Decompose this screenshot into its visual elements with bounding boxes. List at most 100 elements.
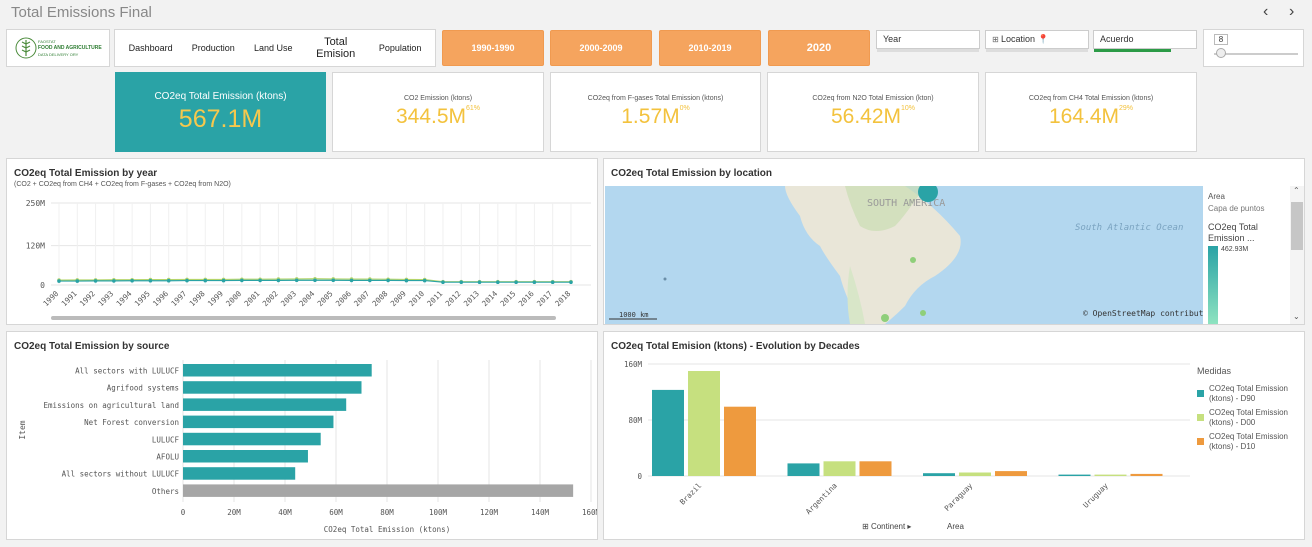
- data-point: [349, 278, 354, 283]
- x-tick-label: 2015: [498, 289, 517, 308]
- x-tick-label: 2003: [279, 289, 298, 308]
- y-tick-label: 0: [40, 281, 45, 290]
- legend-max: 462.93M: [1221, 246, 1249, 253]
- kpi-co2-emission: CO2 Emission (ktons) 344.5M61%: [332, 72, 544, 152]
- legend-swatch: [1197, 414, 1204, 421]
- y-tick-label: 160M: [624, 360, 643, 369]
- x-tick-label: 80M: [380, 508, 394, 517]
- decade-button-2000[interactable]: 2000-2009: [550, 30, 652, 66]
- bar: [183, 432, 321, 446]
- previous-sheet-button[interactable]: ‹: [1263, 3, 1269, 20]
- legend-item[interactable]: CO2eq Total Emission (ktons) - D00: [1209, 408, 1288, 427]
- data-point: [93, 279, 98, 283]
- source-bar-chart[interactable]: 0 20M 40M 60M 80M 100M 120M 140M 160M All sectors…: [7, 356, 597, 538]
- category-label: Argentina: [804, 481, 839, 516]
- x-tick-label: 1990: [41, 289, 60, 308]
- slider-track[interactable]: [1214, 53, 1298, 55]
- kpi-value: 567.1M: [178, 105, 263, 133]
- slider-value: 8: [1214, 34, 1228, 45]
- map-point-brazil[interactable]: [918, 186, 938, 202]
- data-point: [57, 279, 61, 283]
- bar: [823, 461, 856, 476]
- scroll-down-icon[interactable]: ⌄: [1293, 312, 1300, 321]
- decade-button-2010[interactable]: 2010-2019: [659, 30, 761, 66]
- bar: [183, 398, 347, 411]
- kpi-label: CO2 Emission (ktons): [403, 95, 473, 102]
- x-tick-label: 40M: [278, 508, 292, 517]
- location-filter[interactable]: ⊞ Location 📍: [985, 30, 1089, 52]
- bar: [183, 415, 334, 429]
- bar: [652, 389, 684, 476]
- bar: [183, 450, 308, 463]
- year-filter[interactable]: Year: [876, 30, 980, 52]
- sheet-navigation: Dashboard Production Land Use Total Emis…: [114, 29, 436, 67]
- data-point: [477, 280, 482, 285]
- lowland-shape: [847, 266, 865, 324]
- legend-measure: CO2eq Total Emission ...: [1208, 222, 1258, 243]
- x-tick-label: 2018: [553, 289, 572, 308]
- kpi-percent: 61%: [466, 105, 481, 112]
- bar: [859, 461, 892, 476]
- x-tick-label: 2010: [407, 289, 426, 308]
- map-point-argentina[interactable]: [881, 314, 889, 322]
- map-point-uruguay[interactable]: [920, 310, 926, 316]
- category-label: AFOLU: [156, 453, 179, 462]
- nav-total-emision[interactable]: Total Emision: [316, 36, 356, 60]
- x-tick-label: 1999: [206, 289, 225, 308]
- data-point: [148, 278, 153, 283]
- category-label: All sectors with LULUCF: [75, 367, 179, 376]
- bar: [923, 473, 955, 476]
- nav-population[interactable]: Population: [378, 43, 422, 53]
- map-point-paraguay[interactable]: [910, 257, 916, 263]
- nav-land-use[interactable]: Land Use: [253, 43, 293, 53]
- panel-title: CO2eq Total Emission by year: [14, 168, 158, 179]
- location-filter-label: Location: [1000, 34, 1035, 44]
- dimension-continent[interactable]: ⊞ Continent ▸: [862, 522, 911, 531]
- legend-area: Area: [1208, 192, 1225, 201]
- panel-evolution-by-decades: CO2eq Total Emision (ktons) - Evolution …: [603, 331, 1305, 540]
- category-label: Emissions on agricultural land: [44, 401, 179, 410]
- legend-scroll-thumb[interactable]: [1291, 202, 1303, 250]
- slider-handle[interactable]: [1216, 48, 1226, 58]
- panel-subtitle: (CO2 + CO2eq from CH4 + CO2eq from F-gas…: [14, 181, 231, 188]
- bar: [787, 463, 820, 476]
- x-tick-label: 2016: [517, 289, 536, 308]
- legend-swatch: [1197, 438, 1204, 445]
- data-point: [514, 280, 518, 285]
- hierarchy-icon: ⊞: [862, 522, 871, 531]
- next-sheet-button[interactable]: ›: [1289, 3, 1295, 20]
- logo-line3: DATA DELIVERY ORY: [38, 52, 79, 57]
- y-axis-title: Item: [18, 420, 27, 439]
- data-point: [258, 278, 262, 283]
- x-tick-label: 2008: [370, 289, 389, 308]
- slider-widget: 8: [1203, 29, 1304, 67]
- legend-swatch: [1197, 390, 1204, 397]
- decade-bar-chart[interactable]: 160M 80M 0 Brazil Argentina Paraguay Uruguay: [604, 356, 1194, 516]
- decade-button-2020[interactable]: 2020: [768, 30, 870, 66]
- forest-shape: [845, 186, 925, 231]
- category-label: All sectors without LULUCF: [62, 470, 180, 479]
- x-tick-label: 1993: [96, 289, 115, 308]
- location-filter-bar: [986, 49, 1088, 52]
- legend-item[interactable]: CO2eq Total Emission (ktons) - D90: [1209, 384, 1288, 403]
- acuerdo-filter[interactable]: Acuerdo: [1093, 30, 1197, 52]
- category-label: Agrifood systems: [107, 384, 179, 393]
- bar: [183, 467, 296, 480]
- map-view[interactable]: SOUTH AMERICA South Atlantic Ocean 1000 …: [605, 186, 1203, 324]
- panel-emission-by-year: CO2eq Total Emission by year (CO2 + CO2e…: [6, 158, 598, 325]
- nav-production[interactable]: Production: [191, 43, 235, 53]
- x-tick-label: 2012: [444, 289, 463, 308]
- dimension-area[interactable]: Area: [947, 522, 964, 531]
- continent-shape: [785, 186, 961, 324]
- legend-item[interactable]: CO2eq Total Emission (ktons) - D10: [1209, 432, 1288, 451]
- y-tick-label: 120M: [26, 242, 45, 251]
- x-tick-label: 20M: [227, 508, 241, 517]
- legend-scrollbar[interactable]: ⌃ ⌄: [1290, 186, 1304, 324]
- wheat-icon: [15, 37, 37, 59]
- map-attribution[interactable]: © OpenStreetMap contributors: [1083, 309, 1203, 318]
- nav-dashboard[interactable]: Dashboard: [128, 43, 173, 53]
- scroll-up-icon[interactable]: ⌃: [1293, 186, 1300, 195]
- decade-button-1990[interactable]: 1990-1990: [442, 30, 544, 66]
- chart-scrollbar[interactable]: [51, 316, 556, 320]
